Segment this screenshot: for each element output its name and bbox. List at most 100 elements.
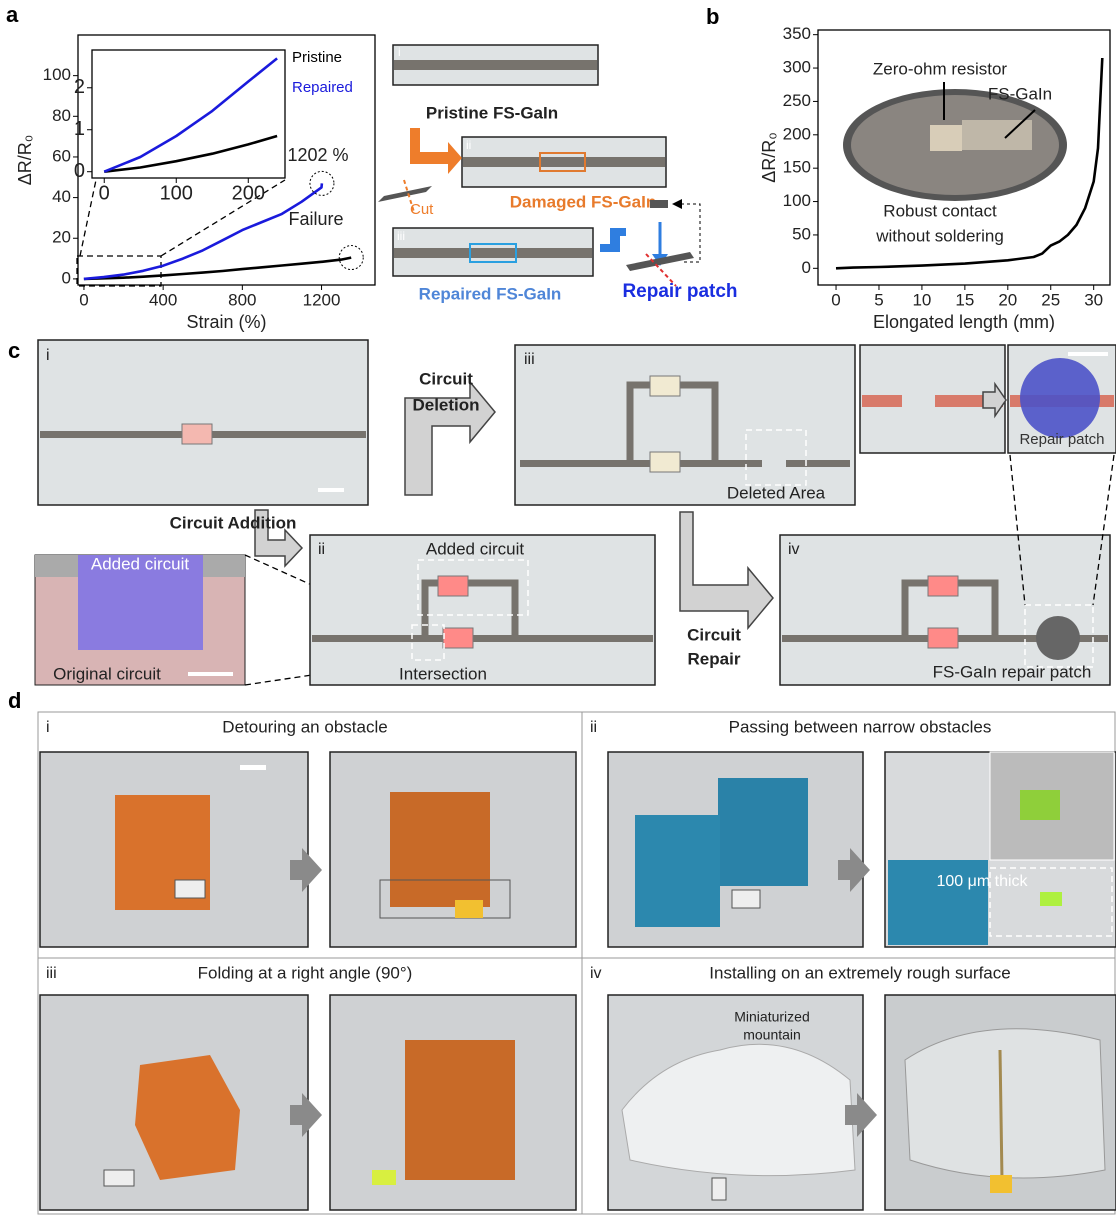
resistor — [930, 125, 962, 151]
cut-label: Cut — [410, 201, 434, 218]
y-tick-label: 150 — [783, 158, 811, 177]
y-axis-label: ΔR/R₀ — [759, 132, 779, 183]
led — [928, 576, 958, 596]
image-label: i — [46, 347, 50, 364]
legend-label: Repaired — [292, 79, 353, 96]
strip — [378, 186, 432, 202]
y-tick-label: 80 — [52, 106, 71, 125]
y-tick-label: 40 — [52, 187, 71, 206]
image-label: iii — [46, 965, 57, 982]
trace — [862, 395, 902, 407]
led — [372, 1170, 396, 1185]
block — [390, 792, 490, 907]
patch — [650, 200, 668, 208]
y-tick-label: 100 — [43, 65, 71, 84]
x-tick-label: 0 — [831, 290, 840, 309]
image-label: iv — [590, 965, 602, 982]
annotation: 1202 % — [287, 145, 348, 165]
panel-label: b — [706, 4, 719, 29]
deleted-area: Deleted Area — [727, 483, 826, 502]
led — [928, 628, 958, 648]
gap — [762, 458, 786, 470]
end-marker — [310, 171, 334, 195]
block — [635, 815, 720, 927]
trace — [394, 248, 592, 258]
caption: Repaired FS-GaIn — [419, 284, 562, 303]
led — [650, 452, 680, 472]
step-label: Circuit — [419, 369, 473, 388]
image-label: i — [46, 719, 50, 736]
legend-label: Pristine — [292, 49, 342, 66]
mountain-label: Miniaturized — [734, 1009, 809, 1025]
contact — [962, 120, 1032, 150]
x-tick-label: 5 — [874, 290, 883, 309]
block — [405, 1040, 515, 1180]
scale-bar — [1068, 352, 1108, 356]
trace — [463, 157, 665, 167]
y-tick-label: 0 — [74, 160, 85, 182]
y-tick-label: 50 — [792, 224, 811, 243]
step-label: Circuit — [687, 625, 741, 644]
scenario-title: Installing on an extremely rough surface — [709, 963, 1010, 982]
image-label: iii — [397, 229, 405, 243]
step-label: Repair — [688, 649, 741, 668]
image-label: ii — [466, 138, 471, 152]
annotation: Failure — [288, 209, 343, 229]
scenario-title: Detouring an obstacle — [222, 717, 387, 736]
image-label: ii — [318, 541, 325, 558]
added-label: Added circuit — [426, 539, 525, 558]
image-label: ii — [590, 719, 597, 736]
arrow — [672, 199, 682, 209]
x-tick-label: 0 — [79, 290, 88, 309]
repair-patch-label: Repair patch — [1019, 431, 1104, 448]
arrow — [680, 512, 773, 628]
step-label: Circuit Addition — [170, 513, 297, 532]
scale-bar — [240, 765, 266, 770]
arrow — [600, 228, 626, 252]
intersection-label: Intersection — [399, 664, 487, 683]
x-tick-label: 0 — [99, 182, 110, 204]
x-tick-label: 30 — [1084, 290, 1103, 309]
image-label: iv — [788, 541, 800, 558]
inset-label: FS-GaIn — [988, 84, 1052, 103]
fs-patch-label: FS-GaIn repair patch — [933, 662, 1092, 681]
x-tick-label: 25 — [1041, 290, 1060, 309]
x-axis-label: Strain (%) — [186, 312, 266, 332]
zoom-box — [77, 256, 161, 286]
led — [443, 628, 473, 648]
led — [182, 424, 212, 444]
led — [438, 576, 468, 596]
repair-patch — [1036, 616, 1080, 660]
repair-patch-label: Repair patch — [622, 281, 737, 302]
y-tick-label: 20 — [52, 228, 71, 247]
x-axis-label: Elongated length (mm) — [873, 312, 1055, 332]
repair-patch — [1020, 358, 1100, 438]
step-label: Deletion — [412, 395, 479, 414]
led — [455, 900, 483, 918]
image-label: i — [398, 45, 401, 59]
panel-label: d — [8, 688, 21, 713]
end-marker — [339, 246, 363, 270]
figure: a b c d i Pristine FS-GaIn ii Damaged FS… — [0, 0, 1116, 1215]
led — [712, 1178, 726, 1200]
inset-label: Zero-ohm resistor — [873, 59, 1007, 78]
scenario-title: Folding at a right angle (90°) — [198, 963, 413, 982]
y-tick-label: 300 — [783, 58, 811, 77]
trace — [1000, 1050, 1002, 1180]
zoom-guide — [80, 180, 96, 256]
x-tick-label: 20 — [998, 290, 1017, 309]
x-tick-label: 1200 — [303, 290, 341, 309]
x-tick-label: 10 — [912, 290, 931, 309]
x-tick-label: 200 — [232, 182, 265, 204]
y-tick-label: 0 — [62, 268, 71, 287]
y-tick-label: 350 — [783, 24, 811, 43]
thickness-label: 100 μm thick — [936, 873, 1028, 890]
y-tick-label: 200 — [783, 124, 811, 143]
mountain — [905, 1029, 1105, 1178]
led — [1020, 790, 1060, 820]
y-tick-label: 0 — [802, 258, 811, 277]
y-tick-label: 2 — [74, 76, 85, 98]
panel-label: a — [6, 2, 19, 27]
caption: Damaged FS-GaIn — [510, 192, 656, 211]
y-axis-label: ΔR/R₀ — [15, 135, 35, 186]
